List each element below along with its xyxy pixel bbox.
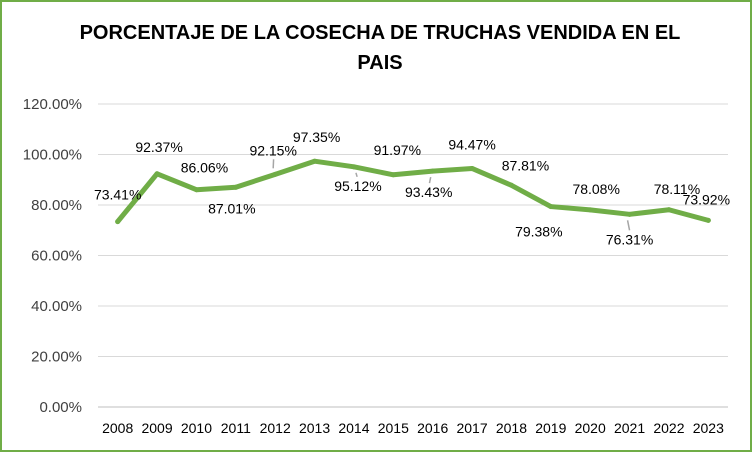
- chart-title: PORCENTAJE DE LA COSECHA DE TRUCHAS VEND…: [79, 22, 681, 74]
- y-tick-label: 40.00%: [31, 298, 82, 315]
- y-tick-label: 100.00%: [23, 147, 82, 164]
- y-tick-label: 120.00%: [23, 96, 82, 113]
- data-point: [548, 204, 554, 210]
- series-line: [115, 158, 711, 225]
- data-point: [627, 211, 633, 217]
- data-label: 92.37%: [135, 139, 182, 155]
- data-point: [587, 207, 593, 213]
- data-label-leader: [428, 176, 432, 184]
- data-label: 79.38%: [515, 224, 562, 240]
- data-label: 94.47%: [448, 136, 495, 152]
- x-tick-label: 2010: [181, 420, 212, 436]
- data-label: 91.97%: [374, 142, 421, 158]
- x-tick-label: 2012: [260, 420, 291, 436]
- y-tick-label: 20.00%: [31, 349, 82, 366]
- data-point: [666, 207, 672, 213]
- data-label: 87.81%: [502, 157, 549, 173]
- data-point: [430, 168, 436, 174]
- x-tick-label: 2013: [299, 420, 330, 436]
- x-tick-label: 2008: [102, 420, 133, 436]
- data-point: [312, 158, 318, 164]
- x-tick-label: 2009: [141, 420, 172, 436]
- data-point: [705, 217, 711, 223]
- data-label: 87.01%: [208, 200, 255, 216]
- data-label: 92.15%: [249, 142, 296, 158]
- data-label: 73.41%: [94, 187, 141, 203]
- x-tick-label: 2018: [496, 420, 527, 436]
- x-tick-label: 2020: [575, 420, 606, 436]
- data-label: 95.12%: [334, 178, 381, 194]
- data-label-leader: [355, 172, 358, 178]
- x-tick-label: 2019: [535, 420, 566, 436]
- data-point: [508, 182, 514, 188]
- data-label: 86.06%: [181, 160, 228, 176]
- data-point: [469, 165, 475, 171]
- x-tick-label: 2023: [693, 420, 724, 436]
- data-point: [390, 172, 396, 178]
- x-tick-label: 2021: [614, 420, 645, 436]
- data-label: 78.11%: [654, 181, 700, 197]
- data-label: 97.35%: [293, 129, 340, 145]
- x-tick-label: 2022: [653, 420, 684, 436]
- data-label-leader: [626, 220, 631, 231]
- data-label: 73.92%: [683, 191, 730, 207]
- data-label: 93.43%: [405, 184, 452, 200]
- x-tick-label: 2011: [221, 420, 251, 436]
- data-point: [115, 219, 121, 225]
- x-tick-label: 2015: [378, 420, 409, 436]
- data-point: [272, 171, 278, 177]
- y-tick-label: 0.00%: [39, 399, 82, 416]
- data-label: 76.31%: [606, 231, 653, 247]
- x-tick-label: 2014: [338, 420, 369, 436]
- data-point: [193, 187, 199, 193]
- x-tick-label: 2017: [456, 420, 487, 436]
- data-point: [154, 171, 160, 177]
- data-label: 78.08%: [572, 181, 619, 197]
- data-point: [233, 184, 239, 190]
- data-point: [351, 164, 357, 170]
- y-tick-label: 60.00%: [31, 248, 82, 265]
- y-tick-label: 80.00%: [31, 197, 82, 214]
- x-tick-label: 2016: [417, 420, 448, 436]
